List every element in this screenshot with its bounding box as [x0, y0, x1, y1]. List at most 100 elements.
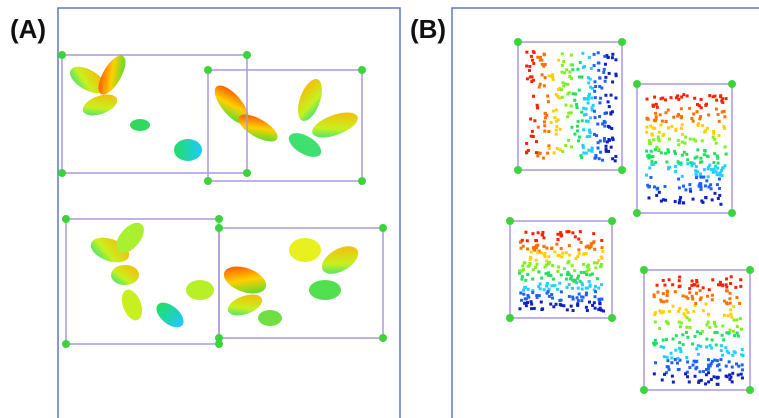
- cloud-point: [551, 264, 554, 267]
- cloud-point: [653, 295, 656, 298]
- cloud-point: [706, 295, 709, 298]
- cloud-point: [724, 346, 727, 349]
- cloud-point: [545, 285, 548, 288]
- cloud-point: [578, 75, 581, 78]
- cloud-point: [536, 104, 539, 107]
- corner-dot: [746, 386, 754, 394]
- cloud-point: [604, 94, 607, 97]
- cloud-point: [594, 307, 597, 310]
- cloud-point: [590, 97, 593, 100]
- cloud-point: [725, 277, 728, 280]
- corner-dot: [640, 386, 648, 394]
- cloud-point: [604, 145, 607, 148]
- cloud-point: [586, 265, 589, 268]
- cloud-point: [677, 113, 680, 116]
- cloud-point: [571, 287, 574, 290]
- corner-dot: [633, 80, 641, 88]
- cloud-point: [552, 110, 555, 113]
- cloud-point: [702, 370, 705, 373]
- cloud-point: [739, 278, 742, 281]
- cloud-point: [611, 137, 614, 140]
- cloud-point: [708, 94, 711, 97]
- cloud-point: [699, 182, 702, 185]
- cloud-point: [537, 270, 540, 273]
- cloud-point: [568, 254, 571, 257]
- cloud-point: [678, 279, 681, 282]
- cloud-point: [686, 375, 689, 378]
- cloud-point: [650, 132, 653, 135]
- cloud-point: [698, 370, 701, 373]
- cloud-point: [716, 359, 719, 362]
- cloud-point: [734, 286, 737, 289]
- cloud-point: [541, 63, 544, 66]
- cloud-point: [662, 339, 665, 342]
- cloud-point: [737, 365, 740, 368]
- cloud-point: [529, 76, 532, 79]
- cloud-point: [572, 92, 575, 95]
- cloud-point: [520, 278, 523, 281]
- cloud-point: [700, 379, 703, 382]
- cloud-point: [588, 93, 591, 96]
- cloud-point: [721, 97, 724, 100]
- cloud-point: [571, 68, 574, 71]
- cloud-point: [553, 151, 556, 154]
- cloud-point: [699, 289, 702, 292]
- cloud-point: [672, 337, 675, 340]
- cloud-point: [550, 246, 553, 249]
- cloud-point: [536, 106, 539, 109]
- cloud-point: [663, 373, 666, 376]
- cloud-point: [593, 295, 596, 298]
- cloud-point: [672, 381, 675, 384]
- cloud-point: [585, 292, 588, 295]
- cloud-point: [522, 289, 525, 292]
- corner-dot: [608, 217, 616, 225]
- cloud-point: [533, 307, 536, 310]
- cloud-point: [543, 130, 546, 133]
- cloud-point: [531, 278, 534, 281]
- cloud-point: [536, 244, 539, 247]
- cloud-point: [689, 137, 692, 140]
- corner-dot: [62, 340, 70, 348]
- cloud-point: [663, 284, 666, 287]
- cloud-point: [603, 139, 606, 142]
- cloud-point: [687, 311, 690, 314]
- corner-dot: [204, 177, 212, 185]
- cloud-point: [695, 281, 698, 284]
- cloud-point: [663, 355, 666, 358]
- cloud-point: [593, 248, 596, 251]
- cloud-point: [611, 53, 614, 56]
- cloud-point: [705, 303, 708, 306]
- cloud-point: [729, 308, 732, 311]
- cloud-point: [560, 234, 563, 237]
- cloud-point: [604, 121, 607, 124]
- cloud-point: [671, 305, 674, 308]
- cloud-point: [594, 290, 597, 293]
- cloud-point: [645, 131, 648, 134]
- cloud-point: [609, 113, 612, 116]
- cloud-point: [593, 261, 596, 264]
- cloud-point: [678, 307, 681, 310]
- cloud-point: [597, 259, 600, 262]
- cloud-point: [689, 161, 692, 164]
- cloud-point: [543, 288, 546, 291]
- cloud-point: [662, 346, 665, 349]
- cloud-point: [665, 111, 668, 114]
- cloud-point: [715, 343, 718, 346]
- cloud-point: [653, 372, 656, 375]
- cloud-point: [571, 278, 574, 281]
- cloud-point: [583, 97, 586, 100]
- cloud-point: [597, 69, 600, 72]
- cloud-point: [720, 344, 723, 347]
- cloud-point: [596, 123, 599, 126]
- cloud-point: [700, 296, 703, 299]
- cloud-point: [530, 307, 533, 310]
- cloud-point: [654, 320, 657, 323]
- cloud-point: [556, 147, 559, 150]
- cloud-point: [722, 338, 725, 341]
- cloud-point: [587, 76, 590, 79]
- cloud-point: [740, 373, 743, 376]
- cloud-point: [576, 255, 579, 258]
- cloud-point: [588, 135, 591, 138]
- cloud-point: [551, 297, 554, 300]
- cloud-point: [531, 130, 534, 133]
